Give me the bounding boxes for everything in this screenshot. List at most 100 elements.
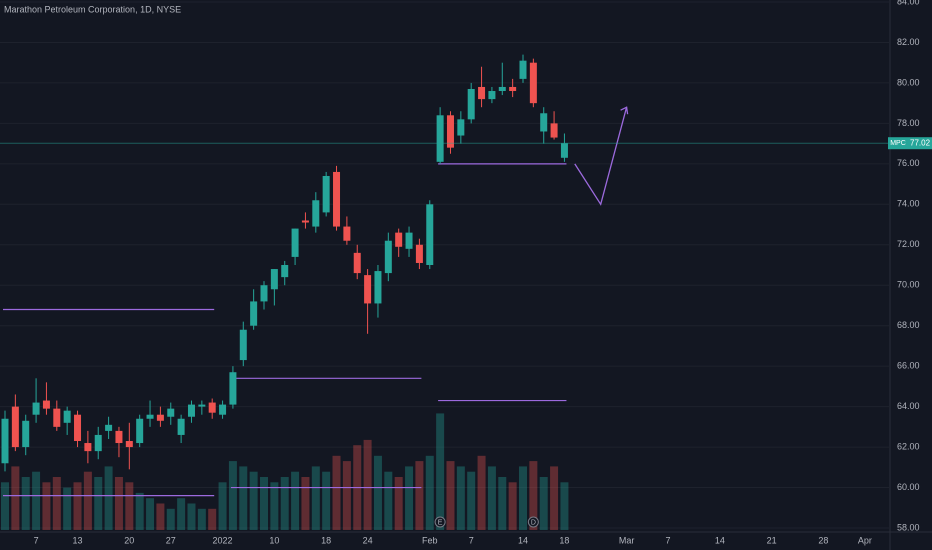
y-tick-label: 76.00	[897, 158, 920, 168]
volume-bar	[322, 471, 331, 530]
x-tick-label: 2022	[213, 535, 233, 545]
volume-bar	[11, 466, 20, 530]
candle-body	[560, 143, 568, 158]
x-tick-label: 18	[321, 535, 331, 545]
candle-body	[136, 418, 144, 444]
volume-bar	[218, 482, 227, 530]
candle-body	[198, 404, 206, 407]
volume-bar	[291, 471, 300, 530]
volume-bar	[539, 477, 548, 530]
candle-body	[540, 113, 548, 132]
volume-bar	[125, 482, 134, 530]
volume-bar	[332, 455, 341, 530]
candle-body	[446, 115, 454, 148]
volume-bar	[146, 498, 155, 530]
candle-body	[208, 402, 216, 413]
y-tick-label: 66.00	[897, 361, 920, 371]
y-tick-label: 60.00	[897, 482, 920, 492]
volume-bar	[1, 482, 9, 530]
volume-bar	[394, 477, 403, 530]
x-tick-label: 14	[715, 535, 725, 545]
candle-body	[270, 269, 278, 290]
candle-body	[11, 406, 19, 448]
candle-body	[457, 119, 465, 136]
chart-title: Marathon Petroleum Corporation, 1D, NYSE	[4, 4, 181, 14]
volume-bar	[114, 477, 123, 530]
event-marker	[527, 516, 539, 528]
y-tick-label: 84.00	[897, 0, 920, 6]
x-tick-label: 20	[124, 535, 134, 545]
y-tick-label: 82.00	[897, 37, 920, 47]
y-tick-label: 72.00	[897, 239, 920, 249]
projection-path	[574, 107, 628, 206]
volume-bar	[384, 471, 393, 530]
candle-body	[177, 418, 185, 435]
candle-body	[488, 91, 496, 100]
y-tick-label: 68.00	[897, 320, 920, 330]
y-tick-label: 74.00	[897, 199, 920, 209]
y-tick-label: 78.00	[897, 118, 920, 128]
candle-body	[84, 443, 92, 452]
candle-body	[353, 252, 361, 274]
volume-bar	[498, 477, 507, 530]
candle-body	[333, 171, 341, 227]
volume-bar	[363, 439, 372, 530]
y-tick-label: 70.00	[897, 280, 920, 290]
x-tick-label: 7	[34, 535, 39, 545]
candle-body	[467, 88, 475, 120]
volume-bar	[508, 482, 517, 530]
candle-body	[260, 285, 268, 302]
volume-bar	[228, 461, 237, 530]
volume-bar	[73, 482, 82, 530]
candle-body	[1, 418, 9, 464]
candle-body	[250, 301, 258, 326]
volume-bar	[239, 466, 248, 530]
volume-bar	[550, 466, 559, 530]
volume-bar	[135, 492, 144, 530]
volume-bar	[529, 461, 538, 530]
volume-bar	[94, 477, 103, 530]
volume-bar	[177, 498, 186, 530]
volume-bar	[42, 482, 51, 530]
arrow-head	[620, 106, 629, 115]
x-tick-label: 24	[363, 535, 373, 545]
volume-bar	[197, 508, 206, 530]
volume-bar	[249, 471, 258, 530]
volume-bar	[301, 477, 310, 530]
candle-body	[301, 220, 309, 223]
candle-body	[125, 441, 133, 448]
candle-body	[415, 244, 423, 263]
candle-body	[519, 60, 527, 79]
volume-bar	[187, 503, 196, 530]
candle-body	[364, 275, 372, 304]
volume-bar	[415, 461, 424, 530]
x-tick-label: 7	[469, 535, 474, 545]
volume-bar	[519, 466, 527, 530]
symbol-tag	[888, 137, 908, 150]
x-tick-label: 28	[818, 535, 828, 545]
candle-body	[550, 123, 558, 138]
candle-body	[146, 414, 154, 419]
y-tick-label: 62.00	[897, 441, 920, 451]
candle-body	[343, 226, 351, 241]
x-tick-label: 7	[666, 535, 671, 545]
price-tag	[908, 137, 932, 150]
candle-body	[22, 420, 30, 448]
event-marker	[434, 516, 446, 528]
volume-bar	[83, 471, 92, 530]
candle-body	[498, 86, 506, 92]
x-tick-label: Mar	[619, 535, 635, 545]
volume-bar	[260, 477, 268, 530]
candle-body	[115, 430, 123, 444]
volume-bar	[436, 413, 445, 530]
volume-bar	[270, 482, 279, 530]
x-tick-label: 10	[269, 535, 279, 545]
volume-bar	[311, 466, 320, 530]
candle-body	[187, 404, 195, 417]
y-tick-label: 80.00	[897, 77, 920, 87]
candle-body	[384, 240, 392, 274]
x-tick-label: 13	[73, 535, 83, 545]
volume-bar	[21, 477, 30, 530]
volume-bar	[342, 461, 351, 530]
